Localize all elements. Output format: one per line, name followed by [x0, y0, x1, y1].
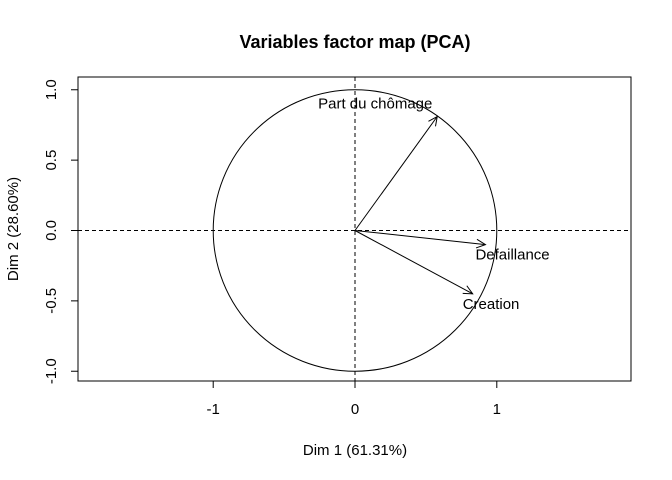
chart-title: Variables factor map (PCA): [239, 32, 470, 52]
variable-arrowhead: [462, 285, 474, 295]
x-axis-label: Dim 1 (61.31%): [303, 442, 407, 459]
x-tick-label: 0: [351, 401, 359, 418]
y-tick-label: 0.5: [43, 150, 60, 171]
plot-area: -1 0 1 -1.0 -0.5 0.0 0.5 1.0 Part du chômage Defa…: [43, 76, 632, 418]
y-tick-label: -1.0: [43, 358, 60, 384]
y-tick-label: 1.0: [43, 79, 60, 100]
variable-label: Part du chômage: [318, 96, 432, 113]
x-tick-label: -1: [207, 401, 220, 418]
y-axis-label: Dim 2 (28.60%): [5, 177, 22, 281]
variable-arrowhead: [475, 238, 487, 249]
variable-arrow: [354, 230, 473, 295]
y-tick-label: -0.5: [43, 288, 60, 314]
variable-arrowhead: [428, 115, 438, 127]
x-tick-label: 1: [493, 401, 501, 418]
variable-arrow: [354, 230, 486, 246]
correlation-circle: [212, 89, 498, 372]
variable-label: Defaillance: [475, 247, 549, 264]
y-tick-label: 0.0: [43, 220, 60, 241]
variable-arrow: [354, 116, 438, 231]
variable-label: Creation: [463, 296, 520, 313]
